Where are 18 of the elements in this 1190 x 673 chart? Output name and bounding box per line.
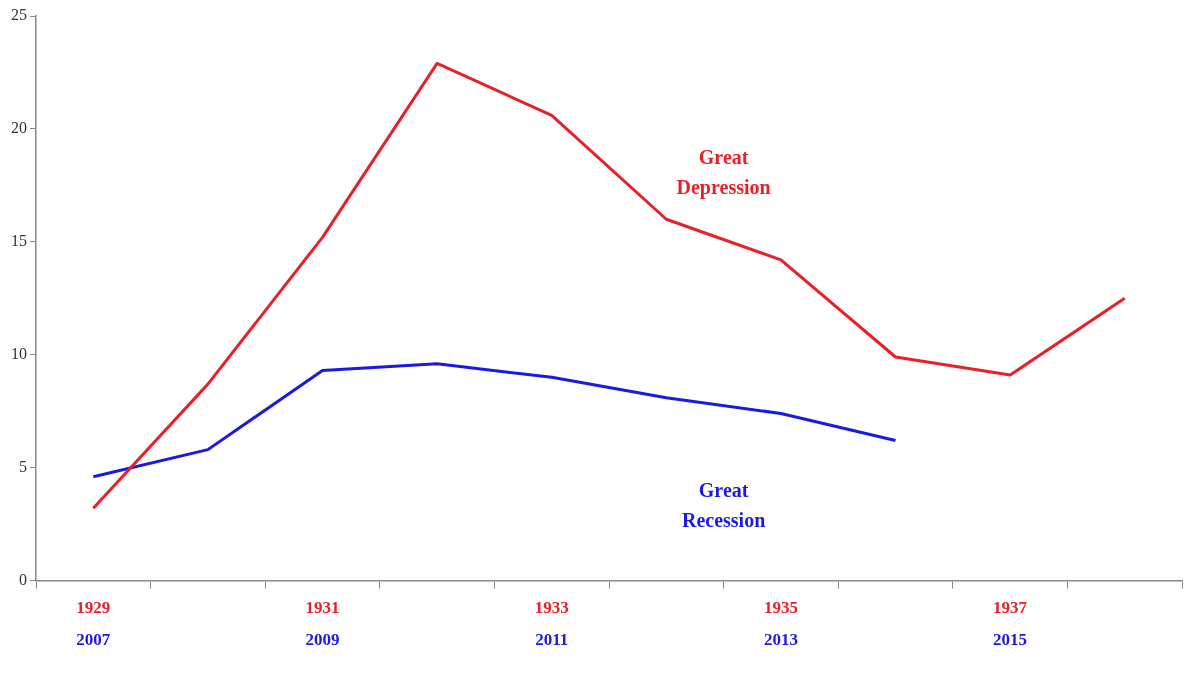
series-label: Great Depression [676,146,771,200]
text: Great Recession [681,479,766,532]
y-tick-label: 15 [11,232,27,250]
text: 2009 [305,629,340,649]
x-tick-label: 1933 [534,598,569,618]
x-tick-label: 1931 [305,598,340,618]
y-tick-label: 10 [11,344,27,362]
text: 2013 [763,629,798,649]
x-tick-label: 1937 [993,598,1028,618]
text: 2011 [535,629,569,649]
x-tick-label: 1929 [76,598,111,618]
y-tick-label: 5 [19,457,27,475]
x-tick-label: 1935 [763,598,798,618]
y-tick-label: 20 [11,119,27,137]
text: 2015 [993,629,1028,649]
y-tick-label: 0 [19,570,27,588]
y-tick-label: 25 [11,6,27,24]
text: 2007 [76,629,111,649]
